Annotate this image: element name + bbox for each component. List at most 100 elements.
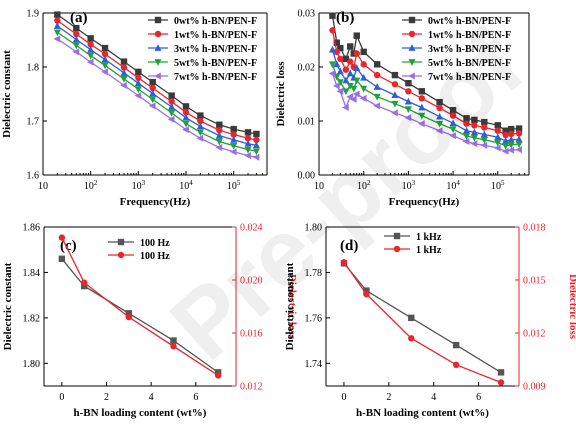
data-point [391,71,399,79]
data-point [134,86,142,93]
data-point [515,130,523,137]
y2-tick-label: 0.012 [240,382,263,393]
data-point [493,144,501,152]
data-point [494,139,502,147]
x-tick-label: 10 [38,181,48,192]
data-point [196,134,204,142]
data-point [196,122,204,130]
data-point [391,81,399,88]
data-point [353,50,360,57]
legend-marker [408,72,415,80]
data-point [134,79,142,87]
data-point [507,146,515,154]
legend-marker [154,16,162,24]
data-point [333,39,340,46]
data-point [502,131,509,139]
data-point [328,45,336,53]
data-point [360,48,367,56]
data-point [135,74,142,82]
legend-label: 7wt% h-BN/PEN-F [174,72,257,83]
data-point [72,42,80,50]
legend: 100 Hz 100 Hz [108,238,170,262]
data-point [360,85,368,93]
x-tick-label: 6 [193,392,198,403]
data-point [494,127,501,134]
y2-tick-label: 0.009 [523,382,546,393]
data-point [373,102,381,110]
y-tick-label: 0.00 [298,171,316,182]
data-point [405,88,412,95]
data-point [507,141,515,149]
data-point [449,107,457,114]
data-point [417,120,425,128]
data-point [404,97,412,105]
data-point [436,112,444,120]
series-1 [329,27,523,139]
data-point [53,29,61,37]
x-tick-label: 6 [476,392,481,403]
data-point [58,234,66,241]
data-point [508,130,515,138]
data-point [252,153,260,161]
data-point [346,93,354,101]
panel-label: (d) [340,238,358,254]
data-point [497,369,505,376]
y-tick-label: 1.6 [27,171,40,182]
data-point [244,129,252,136]
data-point [101,55,109,63]
y2-axis-label: Dielectric loss [567,274,576,340]
data-point [507,136,515,143]
y-axis-label: Dielectric constant [284,262,296,350]
legend-marker [393,232,401,240]
data-point [80,279,88,286]
data-point [470,128,478,136]
data-point [373,93,381,101]
data-point [73,24,80,32]
panel-label: (b) [336,10,354,26]
data-point [168,103,176,110]
data-point [252,148,260,156]
y-axis-label: Dielectric loss [275,61,287,127]
series-4 [53,35,260,161]
data-point [73,30,80,38]
data-point [449,126,457,133]
data-point [418,112,426,120]
data-point [452,361,460,368]
y2-tick-label: 0.018 [523,223,546,234]
chart-panel-d: 0 2 4 6 1.74 1.76 1.78 1.80 0.009 0.012 0.015 0.018… [284,223,576,420]
data-point [404,114,412,122]
data-point [168,98,175,105]
legend: 1 kHz 1 kHz [384,232,442,256]
y-tick-label: 0.03 [298,9,316,20]
data-point [463,126,471,134]
legend-label: 100 Hz [140,238,170,249]
legend-label: 3wt% h-BN/PEN-F [174,44,257,55]
y2-tick-label: 0.024 [240,223,263,234]
data-point [363,290,370,298]
data-point [215,138,223,146]
data-point [449,119,457,127]
data-point [182,113,190,121]
data-point [182,109,190,116]
data-point [182,103,190,110]
x-tick-label: 104 [446,179,460,192]
data-point [216,121,223,128]
legend-marker [408,30,416,38]
data-point [501,147,509,155]
data-point [87,41,94,48]
data-point [244,152,251,160]
legend-marker [117,238,125,246]
x-tick-label: 102 [357,179,371,192]
data-point [58,255,66,262]
data-point [350,85,358,93]
data-point [481,124,488,131]
data-point [197,112,204,119]
data-point [391,100,399,108]
data-point [418,95,426,102]
data-point [87,35,94,42]
data-point [353,32,360,39]
y-tick-label: 1.82 [23,313,41,324]
y-tick-label: 0.02 [298,63,316,74]
data-point [253,130,260,138]
data-point [480,137,488,144]
